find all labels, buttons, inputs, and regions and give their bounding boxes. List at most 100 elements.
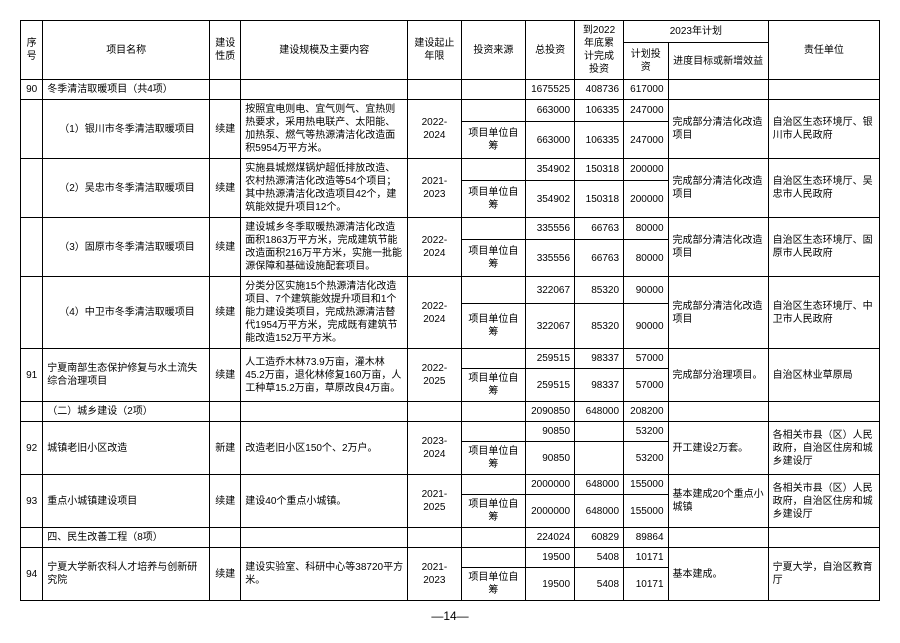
table-cell: 80000 [624, 240, 669, 277]
table-cell [21, 159, 43, 218]
h-plan-goal: 进度目标或新增效益 [668, 43, 768, 80]
table-cell: 完成部分治理项目。 [668, 349, 768, 402]
table-cell: 322067 [526, 277, 575, 304]
h-cum: 到2022年底累计完成投资 [575, 21, 624, 80]
table-cell: 106335 [575, 122, 624, 159]
table-cell [461, 80, 526, 100]
table-cell [210, 402, 241, 422]
table-cell: 2023-2024 [408, 422, 461, 475]
table-cell: 247000 [624, 100, 669, 122]
table-cell: 各相关市县（区）人民政府，自治区住房和城乡建设厅 [768, 475, 879, 528]
table-cell: 322067 [526, 304, 575, 349]
h-plan-inv: 计划投资 [624, 43, 669, 80]
table-cell: 完成部分清洁化改造项目 [668, 277, 768, 349]
table-cell [461, 349, 526, 369]
table-row: 91宁夏南部生态保护修复与水土流失综合治理项目续建人工造乔木林73.9万亩，灌木… [21, 349, 880, 369]
table-cell [768, 402, 879, 422]
table-cell: 663000 [526, 122, 575, 159]
table-cell: 建设实验室、科研中心等38720平方米。 [241, 548, 408, 601]
table-cell: 1675525 [526, 80, 575, 100]
table-cell [461, 528, 526, 548]
table-cell: 80000 [624, 218, 669, 240]
table-cell: 续建 [210, 277, 241, 349]
table-cell [461, 100, 526, 122]
table-cell: 项目单位自筹 [461, 495, 526, 528]
table-cell: 自治区生态环境厅、固原市人民政府 [768, 218, 879, 277]
table-cell: 建设40个重点小城镇。 [241, 475, 408, 528]
table-cell [461, 159, 526, 181]
table-cell: 续建 [210, 349, 241, 402]
table-cell: 10171 [624, 548, 669, 568]
table-cell: 57000 [624, 369, 669, 402]
h-seq: 序号 [21, 21, 43, 80]
table-row: 四、民生改善工程（8项）2240246082989864 [21, 528, 880, 548]
table-cell: 自治区生态环境厅、银川市人民政府 [768, 100, 879, 159]
table-cell: 建设城乡冬季取暖热源清洁化改造面积1863万平方米，完成建筑节能改造面积216万… [241, 218, 408, 277]
table-cell: 按照宜电则电、宜气则气、宜热则热要求，采用热电联产、太阳能、加热泵、燃气等热源清… [241, 100, 408, 159]
table-row: （二）城乡建设（2项）2090850648000208200 [21, 402, 880, 422]
table-cell: 200000 [624, 159, 669, 181]
table-row: 90冬季清洁取暖项目（共4项）1675525408736617000 [21, 80, 880, 100]
project-table: 序号 项目名称 建设性质 建设规模及主要内容 建设起止年限 投资来源 总投资 到… [20, 20, 880, 601]
table-cell: 冬季清洁取暖项目（共4项） [43, 80, 210, 100]
h-resp: 责任单位 [768, 21, 879, 80]
table-cell [461, 548, 526, 568]
table-cell [768, 528, 879, 548]
table-cell: 155000 [624, 495, 669, 528]
table-cell: 开工建设2万套。 [668, 422, 768, 475]
table-cell: 新建 [210, 422, 241, 475]
table-cell: 98337 [575, 369, 624, 402]
table-cell [575, 442, 624, 475]
table-cell: 247000 [624, 122, 669, 159]
table-cell [768, 80, 879, 100]
table-cell: （4）中卫市冬季清洁取暖项目 [43, 277, 210, 349]
table-cell: 94 [21, 548, 43, 601]
h-desc: 建设规模及主要内容 [241, 21, 408, 80]
table-cell: 改造老旧小区150个、2万户。 [241, 422, 408, 475]
table-cell: 89864 [624, 528, 669, 548]
h-type: 建设性质 [210, 21, 241, 80]
table-cell: 分类分区实施15个热源清洁化改造项目、7个建筑能效提升项目和1个能力建设类项目，… [241, 277, 408, 349]
table-cell: 408736 [575, 80, 624, 100]
table-cell: 续建 [210, 548, 241, 601]
table-cell: 项目单位自筹 [461, 568, 526, 601]
table-cell: 各相关市县（区）人民政府，自治区住房和城乡建设厅 [768, 422, 879, 475]
table-cell: （1）银川市冬季清洁取暖项目 [43, 100, 210, 159]
table-cell: 2022-2024 [408, 100, 461, 159]
table-cell: 自治区生态环境厅、中卫市人民政府 [768, 277, 879, 349]
table-cell [210, 528, 241, 548]
table-cell: 208200 [624, 402, 669, 422]
table-cell [408, 80, 461, 100]
table-cell: 2000000 [526, 475, 575, 495]
table-cell: 5408 [575, 568, 624, 601]
table-cell: 85320 [575, 304, 624, 349]
table-cell: 10171 [624, 568, 669, 601]
table-cell: 完成部分清洁化改造项目 [668, 218, 768, 277]
table-cell: 150318 [575, 159, 624, 181]
table-cell [668, 528, 768, 548]
table-cell [461, 475, 526, 495]
table-cell [461, 422, 526, 442]
page-number: —14— [20, 609, 880, 623]
table-cell: 90850 [526, 422, 575, 442]
table-cell: 224024 [526, 528, 575, 548]
table-cell: 90000 [624, 277, 669, 304]
table-cell: 354902 [526, 181, 575, 218]
table-cell: 项目单位自筹 [461, 181, 526, 218]
table-cell [408, 528, 461, 548]
table-cell: 2021-2023 [408, 159, 461, 218]
table-cell: 2021-2023 [408, 548, 461, 601]
table-cell: 648000 [575, 475, 624, 495]
table-cell: 续建 [210, 159, 241, 218]
table-body: 90冬季清洁取暖项目（共4项）1675525408736617000（1）银川市… [21, 80, 880, 601]
table-row: （3）固原市冬季清洁取暖项目续建建设城乡冬季取暖热源清洁化改造面积1863万平方… [21, 218, 880, 240]
table-cell: 648000 [575, 495, 624, 528]
table-cell: 91 [21, 349, 43, 402]
table-cell [21, 277, 43, 349]
table-cell: 实施县城燃煤锅炉超低排放改造、农村热源清洁化改造等54个项目；其中热源清洁化改造… [241, 159, 408, 218]
table-cell [461, 218, 526, 240]
table-cell [668, 80, 768, 100]
table-cell: 98337 [575, 349, 624, 369]
table-cell: 90000 [624, 304, 669, 349]
table-row: （2）吴忠市冬季清洁取暖项目续建实施县城燃煤锅炉超低排放改造、农村热源清洁化改造… [21, 159, 880, 181]
